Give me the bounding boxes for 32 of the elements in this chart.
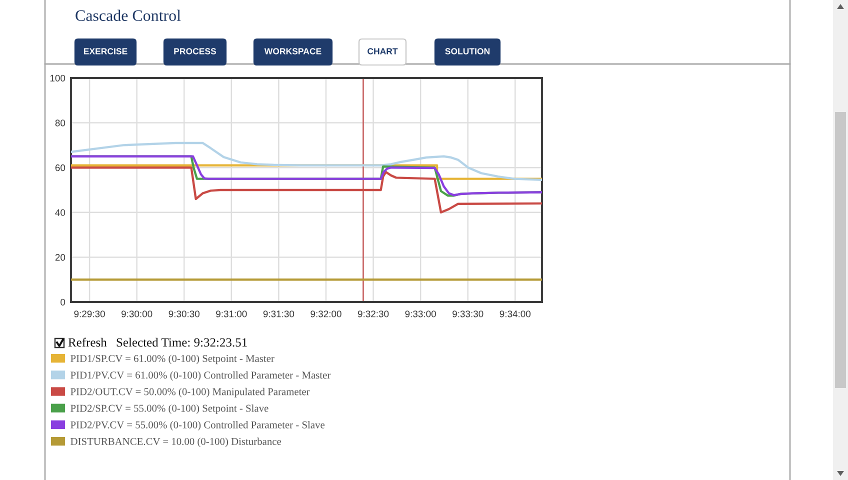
text: Refresh xyxy=(68,338,107,347)
text: WORKSPACE xyxy=(264,48,322,54)
x-tick-label: 9:30:00 xyxy=(122,310,152,318)
y-tick-label: 20 xyxy=(55,254,66,261)
x-tick-label: 9:30:30 xyxy=(168,310,200,318)
text: PROCESS xyxy=(174,48,216,54)
text: CHART xyxy=(368,48,398,54)
chart-title: Cascade Control xyxy=(76,10,181,21)
y-tick-label: 0 xyxy=(60,298,66,306)
x-tick-label: 9:34:00 xyxy=(500,310,531,318)
legend-label: DISTURBANCE.CV = 10.00 (0-100) Disturbance xyxy=(70,438,282,448)
text: Selected Time: 9:32:23.51 xyxy=(116,338,247,347)
text: EXERCISE xyxy=(84,48,128,54)
x-tick-label: 9:32:30 xyxy=(358,310,389,318)
y-tick-label: 80 xyxy=(55,120,66,126)
y-tick-label: 100 xyxy=(50,74,66,82)
line-series xyxy=(71,166,542,214)
x-tick-label: 9:31:00 xyxy=(216,310,247,318)
x-tick-label: 9:33:00 xyxy=(405,310,436,318)
line-series xyxy=(71,142,542,182)
y-tick-label: 40 xyxy=(55,209,66,216)
legend-label: PID2/OUT.CV = 50.00% (0-100) Manipulated Parameter xyxy=(70,388,310,398)
x-tick-label: 9:32:00 xyxy=(310,310,342,318)
x-tick-label: 9:29:30 xyxy=(74,310,105,318)
text: SOLUTION xyxy=(445,48,490,54)
y-tick-label: 60 xyxy=(55,164,66,172)
legend-label: PID1/SP.CV = 61.00% (0-100) Setpoint - Master xyxy=(70,354,274,364)
x-tick-label: 9:33:30 xyxy=(452,310,484,318)
legend-label: PID2/SP.CV = 55.00% (0-100) Setpoint - Slave xyxy=(70,404,268,414)
legend-label: PID1/PV.CV = 61.00% (0-100) Controlled Parameter - Master xyxy=(70,371,331,381)
legend-label: PID2/PV.CV = 55.00% (0-100) Controlled Parameter - Slave xyxy=(70,421,325,431)
x-tick-label: 9:31:30 xyxy=(263,310,294,318)
